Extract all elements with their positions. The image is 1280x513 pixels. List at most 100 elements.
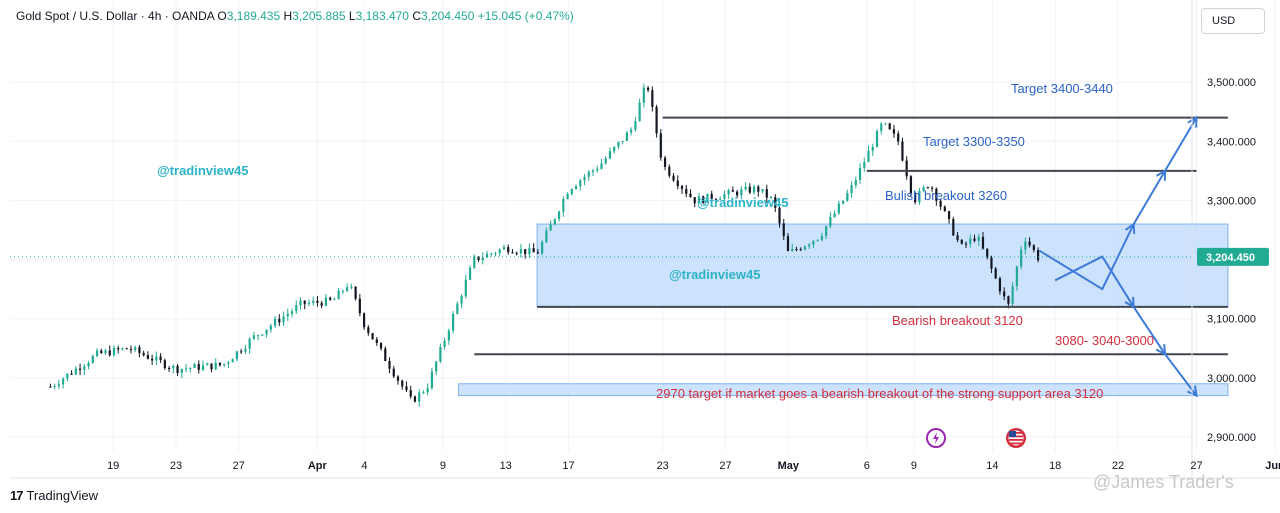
candle-body [977,236,980,241]
candle-body [197,364,200,370]
candle-body [829,216,832,227]
candle-body [646,87,650,91]
candle-body [786,236,790,252]
candle-body [752,186,756,193]
candle-body [820,235,823,240]
candle-body [507,247,510,253]
tradingview-logo[interactable]: 17 TradingView [10,488,98,503]
x-tick-label: 9 [911,460,917,472]
candle-body [320,302,323,306]
candle-body [134,347,137,350]
candle-body [257,335,260,337]
candle-body [511,252,514,254]
candle-body [693,197,696,204]
candle-body [477,256,480,261]
candle-body [163,360,166,369]
candle-body [969,238,972,244]
zone-rect [458,383,1229,397]
candle-body [329,297,332,300]
candle-body [998,278,1002,292]
candle-body [837,203,840,214]
candle-body [447,330,450,341]
candle-body [235,351,239,360]
candle-body [159,356,162,361]
candle-body [180,368,183,373]
candle-body [146,355,149,359]
candle-body [524,249,527,255]
watermark-left: @tradinview45 [157,163,249,178]
candle-body [939,200,942,207]
candle-body [697,196,701,204]
candle-body [769,197,773,199]
candle-body [774,197,777,208]
candle-body [625,132,629,141]
candle-body [642,87,645,103]
candle-body [791,249,794,252]
annotation-bear-targets: 3080- 3040-3000 [1055,333,1155,348]
y-tick-label: 3,000.000 [1207,373,1256,385]
candle-body [129,349,133,351]
candle-body [858,167,862,181]
candle-body [621,140,624,142]
candle-body [223,363,226,366]
candle-body [557,211,561,219]
bearish-arrowhead-2 [1155,344,1167,356]
candle-body [850,185,853,194]
candle-body [151,358,154,361]
x-tick-label: Jun [1265,460,1280,472]
candle-body [922,187,925,191]
candle-body [70,373,73,375]
candle-body [121,348,124,350]
candle-body [456,303,459,314]
x-tick-label: 27 [233,460,245,472]
candle-body [914,193,917,203]
candle-body [952,219,955,236]
candle-body [541,242,544,254]
candle-body [1003,291,1006,297]
us-flag-stripe [1009,442,1023,445]
x-tick-label: 27 [719,460,731,472]
annotation-bullish: Bulish breakout 3260 [885,188,1008,203]
candle-body [765,189,768,198]
candle-body [485,253,489,258]
candle-body [273,318,277,326]
watermark-middle: @tradinview45 [697,195,789,210]
candle-body [502,247,506,250]
candle-body [498,249,501,254]
projection-layer [1038,115,1198,398]
candle-body [676,180,679,187]
candle-body [375,339,378,343]
bullish-arrowhead-1 [1125,222,1136,235]
candle-body [689,193,692,198]
candle-body [803,246,807,250]
candle-body [240,351,243,353]
bearish-arrowhead-1 [1124,296,1135,309]
candle-body [960,239,963,244]
low-label: L [348,9,356,23]
candle-body [600,163,603,169]
candle-body [761,189,764,192]
bullish-arrowhead-3 [1187,115,1198,128]
candle-body [727,190,730,195]
candle-body [994,268,997,279]
candle-body [231,359,234,363]
symbol-title[interactable]: Gold Spot / U.S. Dollar · 4h · OANDA [16,9,215,23]
candle-body [269,325,272,330]
candle-body [583,176,586,181]
candle-body [579,180,582,187]
candle-body [714,199,718,201]
candle-body [710,193,713,200]
x-tick-label: 18 [1049,460,1061,472]
author-watermark: @James Trader's [1093,472,1234,492]
candle-body [655,106,658,134]
change-value: +15.045 (+0.47%) [477,9,574,23]
currency-button[interactable]: USD [1201,8,1265,34]
candle-body [337,290,340,300]
candle-body [413,396,417,402]
candle-body [549,224,552,231]
candle-body [214,362,217,370]
candle-body [87,362,90,367]
candle-body [108,350,111,356]
candle-body [66,373,69,379]
